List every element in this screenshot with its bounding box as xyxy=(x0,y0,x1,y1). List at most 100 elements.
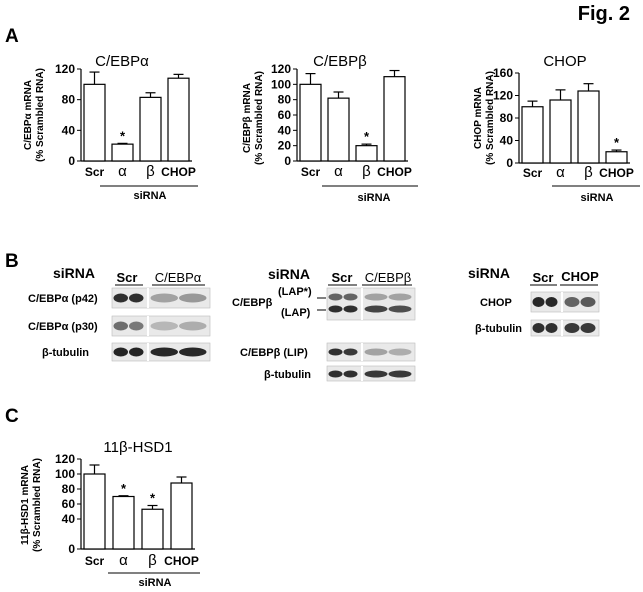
x-tick-label-1: α xyxy=(119,552,128,569)
significance-marker: * xyxy=(614,135,620,150)
x-axis-label: siRNA xyxy=(580,192,613,204)
bar-0 xyxy=(83,83,106,162)
band-scr xyxy=(343,293,358,301)
y-tick-label: 160 xyxy=(493,66,513,80)
y-tick-label: 40 xyxy=(62,123,76,137)
band-knockdown xyxy=(364,305,388,313)
sirna-label: siRNA xyxy=(468,265,510,281)
y-tick-label: 40 xyxy=(278,123,292,137)
band-scr xyxy=(545,297,558,307)
row-label-p42: C/EBPα (p42) xyxy=(28,293,98,305)
y-axis-label-line2: (% Scrambled RNA) xyxy=(485,71,496,165)
y-tick-label: 0 xyxy=(68,154,75,168)
chart-title: 11β-HSD1 xyxy=(103,439,172,456)
band-knockdown xyxy=(580,323,596,333)
band-knockdown xyxy=(150,293,178,303)
x-tick-label-2: β xyxy=(146,163,155,180)
lane-gap xyxy=(147,343,149,361)
bar-1 xyxy=(327,97,350,162)
group-label-scr: Scr xyxy=(533,270,554,285)
band-scr xyxy=(328,293,343,301)
y-axis-label-line2: (% Scrambled RNA) xyxy=(254,71,265,165)
lane-gap xyxy=(147,316,149,336)
chart-11bhsd1-mrna: 11β-HSD1 11β-HSD1 mRNA (% Scrambled RNA)… xyxy=(20,439,200,589)
y-axis-label-line2: (% Scrambled RNA) xyxy=(32,458,43,552)
y-tick-label: 20 xyxy=(278,139,292,153)
significance-marker: * xyxy=(150,491,156,506)
chart-title: C/EBPβ xyxy=(313,53,367,70)
band-knockdown xyxy=(564,297,580,307)
y-tick-label: 120 xyxy=(55,62,75,76)
y-axis-label-line2: (% Scrambled RNA) xyxy=(35,68,46,162)
x-tick-label-1: α xyxy=(118,163,127,180)
bar-1 xyxy=(549,99,572,164)
y-tick-label: 100 xyxy=(55,467,75,481)
significance-marker: * xyxy=(364,129,370,144)
x-tick-label-2: β xyxy=(148,552,157,569)
x-tick-label-1: α xyxy=(556,164,565,181)
band-knockdown xyxy=(179,347,207,357)
bar-3 xyxy=(383,76,406,162)
band-scr xyxy=(532,297,545,307)
band-scr xyxy=(343,370,358,378)
x-tick-label-2: β xyxy=(362,163,371,180)
chart-cebpb-mrna: C/EBPβ C/EBPβ mRNA (% Scrambled RNA) siR… xyxy=(242,53,418,204)
band-knockdown xyxy=(564,323,580,333)
western-blot-cebpb: siRNA Scr C/EBPβ (LAP*) C/EBPβ (LAP) C/E… xyxy=(232,266,416,382)
band-scr xyxy=(129,293,144,303)
y-tick-label: 60 xyxy=(278,108,292,122)
band-knockdown xyxy=(388,305,412,313)
x-tick-label-3: CHOP xyxy=(377,165,412,179)
significance-marker: * xyxy=(120,128,126,143)
y-tick-label: 80 xyxy=(500,111,514,125)
x-tick-label-2: β xyxy=(584,164,593,181)
bar-3 xyxy=(170,482,193,550)
bar-1 xyxy=(112,495,135,550)
western-blot-chop: siRNA Scr CHOP CHOP β-tubulin xyxy=(468,265,600,337)
group-label-knockdown: C/EBPβ xyxy=(365,270,412,285)
y-tick-label: 0 xyxy=(68,542,75,556)
x-tick-label-3: CHOP xyxy=(164,554,199,568)
band-scr xyxy=(328,305,343,313)
y-tick-label: 0 xyxy=(506,156,513,170)
label-lap: (LAP) xyxy=(281,307,311,319)
label-lap-star: (LAP*) xyxy=(278,286,312,298)
significance-marker: * xyxy=(121,481,127,496)
y-tick-label: 0 xyxy=(284,154,291,168)
y-tick-label: 80 xyxy=(62,93,76,107)
row-label-chop: CHOP xyxy=(480,297,512,309)
band-scr xyxy=(545,323,558,333)
band-knockdown xyxy=(150,321,178,331)
panel-letter-c: C xyxy=(5,406,19,427)
lane-gap xyxy=(561,292,563,312)
y-axis-label-line1: C/EBPα mRNA xyxy=(23,80,34,150)
x-tick-label-3: CHOP xyxy=(599,166,634,180)
band-scr xyxy=(129,347,144,357)
bar-2 xyxy=(355,145,378,162)
band-knockdown xyxy=(580,297,596,307)
bar-3 xyxy=(605,151,628,164)
band-scr xyxy=(129,321,144,331)
y-tick-label: 120 xyxy=(493,89,513,103)
bar-1 xyxy=(111,143,134,162)
blot-membrane xyxy=(326,287,416,321)
x-tick-label-0: Scr xyxy=(523,166,543,180)
y-tick-label: 40 xyxy=(62,512,76,526)
label-cebpb: C/EBPβ xyxy=(232,297,273,309)
sirna-label: siRNA xyxy=(53,265,95,281)
chart-title: C/EBPα xyxy=(95,53,149,70)
band-scr xyxy=(113,293,128,303)
y-tick-label: 60 xyxy=(62,497,76,511)
group-label-scr: Scr xyxy=(117,270,138,285)
row-label-tubulin: β-tubulin xyxy=(475,323,522,335)
band-knockdown xyxy=(179,293,207,303)
row-label-lip: C/EBPβ (LIP) xyxy=(240,347,308,359)
sirna-label: siRNA xyxy=(268,266,310,282)
y-tick-label: 100 xyxy=(271,77,291,91)
y-tick-label: 120 xyxy=(271,62,291,76)
y-axis-label-line1: CHOP mRNA xyxy=(473,87,484,149)
band-scr xyxy=(343,348,358,356)
row-label-p30: C/EBPα (p30) xyxy=(28,321,98,333)
row-label-tubulin: β-tubulin xyxy=(264,369,311,381)
